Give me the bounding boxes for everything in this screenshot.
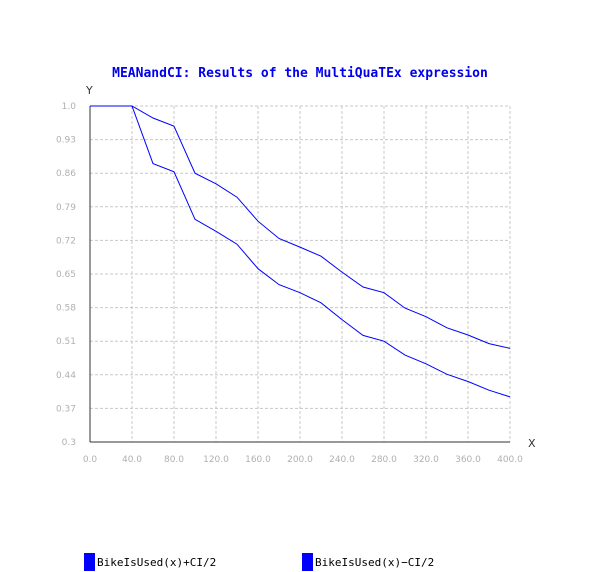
y-tick-labels: 0.3 0.37 0.44 0.51 0.58 0.65 0.72 0.79 0.86 0.93 1…	[56, 102, 76, 448]
y-tick-label: 0.51	[56, 337, 76, 347]
y-tick-label: 0.86	[56, 169, 76, 179]
x-tick-labels: 0.0 40.0 80.0 120.0 160.0 200.0 240.0 280.0 320.…	[83, 455, 523, 465]
legend-swatch-lower	[302, 553, 313, 571]
y-tick-label: 0.37	[56, 404, 76, 414]
x-tick-label: 320.0	[413, 455, 439, 465]
series-line-upper	[90, 105, 511, 349]
x-tick-label: 280.0	[371, 455, 397, 465]
legend-label-lower: BikeIsUsed(x)−CI/2	[315, 555, 435, 569]
x-tick-label: 200.0	[287, 455, 313, 465]
legend-item-upper: BikeIsUsed(x)+CI/2	[84, 553, 216, 571]
line-chart: MEANandCI: Results of the MultiQuaTEx ex…	[56, 66, 536, 465]
y-tick-label: 0.44	[56, 371, 76, 381]
series-lines	[90, 105, 511, 398]
chart-title: MEANandCI: Results of the MultiQuaTEx ex…	[112, 66, 488, 81]
grid	[89, 105, 511, 443]
y-tick-label: 0.79	[56, 203, 76, 213]
x-tick-label: 40.0	[122, 455, 142, 465]
series-line-lower	[90, 105, 511, 398]
x-axis-label: X	[528, 437, 536, 450]
y-tick-label: 0.72	[56, 236, 76, 246]
y-tick-label: 0.65	[56, 270, 76, 280]
x-tick-label: 120.0	[203, 455, 229, 465]
legend-item-lower: BikeIsUsed(x)−CI/2	[302, 553, 434, 571]
axes	[89, 106, 510, 443]
legend-swatch-upper	[84, 553, 95, 571]
x-tick-label: 80.0	[164, 455, 184, 465]
y-tick-label: 1.0	[62, 102, 77, 112]
x-tick-label: 240.0	[329, 455, 355, 465]
y-tick-label: 0.58	[56, 304, 76, 314]
x-tick-label: 360.0	[455, 455, 481, 465]
x-tick-label: 0.0	[83, 455, 98, 465]
y-tick-label: 0.3	[62, 438, 76, 448]
x-tick-label: 160.0	[245, 455, 271, 465]
x-tick-label: 400.0	[497, 455, 523, 465]
y-tick-label: 0.93	[56, 136, 76, 146]
legend-label-upper: BikeIsUsed(x)+CI/2	[97, 555, 217, 569]
y-axis-label: Y	[85, 84, 93, 97]
